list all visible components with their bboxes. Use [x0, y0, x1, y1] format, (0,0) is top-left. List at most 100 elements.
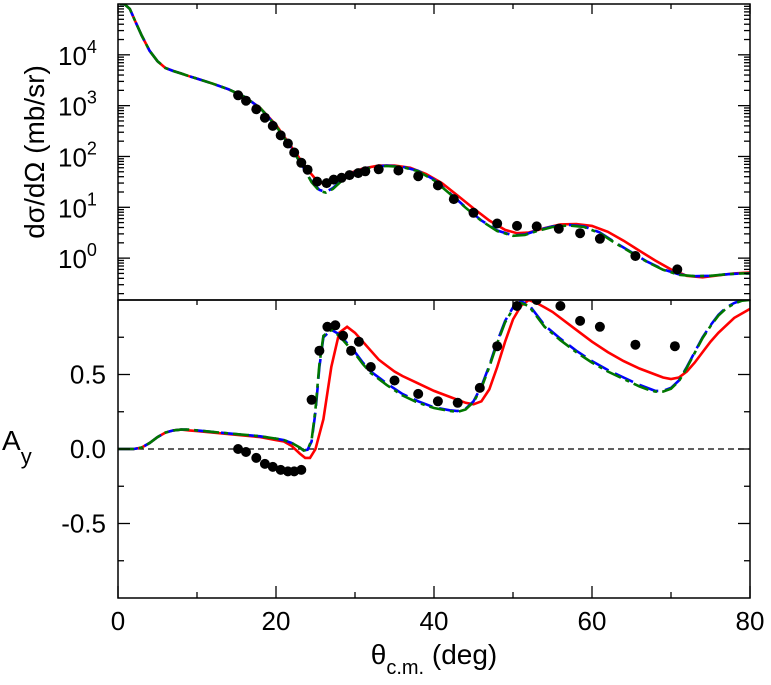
top-data-point — [594, 233, 605, 244]
bottom-y-tick-label: 0.0 — [70, 434, 106, 464]
bottom-data-point — [492, 341, 503, 352]
ay-main: A — [2, 425, 21, 456]
tick-exponent: 1 — [87, 189, 97, 209]
top-data-point — [289, 147, 300, 158]
bottom-data-point — [413, 388, 424, 399]
bottom-panel-ticks: 0.5 0.0 -0.5 0 20 40 60 80 — [61, 300, 764, 636]
top-data-point — [282, 138, 293, 149]
bottom-y-tick-label: -0.5 — [61, 509, 106, 539]
top-data-point — [328, 174, 339, 185]
tick-mantissa: 10 — [58, 41, 87, 71]
tick-mantissa: 10 — [58, 244, 87, 274]
bottom-data-point — [267, 461, 278, 472]
top-data-point — [393, 165, 404, 176]
bottom-data-point — [575, 315, 586, 326]
top-curve-2 — [119, 4, 750, 278]
bottom-curve-2 — [118, 300, 750, 452]
top-y-axis-label: dσ/dΩ (mb/sr) — [19, 65, 50, 239]
top-data-point — [251, 104, 262, 115]
top-data-point — [448, 194, 459, 205]
tick-exponent: 3 — [87, 88, 97, 108]
bottom-data-point — [306, 394, 317, 405]
top-data-point — [360, 166, 371, 177]
top-data-point — [259, 112, 270, 123]
top-data-point — [296, 157, 307, 168]
bottom-panel: 0.5 0.0 -0.5 0 20 40 60 80 Ay θc.m. (deg) — [2, 299, 764, 679]
bottom-data-point — [452, 397, 463, 408]
ay-subscript: y — [21, 444, 32, 469]
top-y-tick-label: 103 — [58, 88, 97, 122]
theta-units: (deg) — [424, 639, 497, 670]
tick-exponent: 4 — [87, 37, 97, 57]
bottom-data-point — [594, 321, 605, 332]
top-panel-frame — [117, 3, 751, 301]
top-data-point — [575, 228, 586, 239]
bottom-data-point — [389, 375, 400, 386]
bottom-data-point — [353, 336, 364, 347]
bottom-data-point — [330, 320, 341, 331]
top-data-point — [492, 218, 503, 229]
top-data-point — [336, 172, 347, 183]
top-data-point — [531, 221, 542, 232]
theta-subscript: c.m. — [386, 657, 424, 679]
x-tick-label: 0 — [111, 606, 125, 636]
bottom-curve-3 — [118, 300, 750, 452]
bottom-data-point — [241, 447, 251, 457]
top-panel-data — [119, 4, 750, 279]
tick-exponent: 0 — [87, 240, 97, 260]
tick-mantissa: 10 — [58, 142, 87, 172]
bottom-data-point — [555, 301, 566, 311]
bottom-panel-data — [118, 300, 750, 477]
x-tick-label: 20 — [262, 606, 291, 636]
bottom-data-point — [365, 362, 376, 372]
top-data-point — [432, 180, 443, 191]
top-y-tick-label: 101 — [58, 189, 97, 223]
top-data-point — [630, 251, 641, 261]
top-data-point — [413, 171, 424, 182]
top-data-point — [468, 207, 479, 218]
top-curve-3 — [119, 4, 750, 278]
top-data-point — [302, 164, 313, 175]
top-data-point — [553, 223, 564, 234]
x-axis-label: θc.m. (deg) — [371, 639, 498, 679]
top-data-point — [512, 220, 522, 231]
bottom-data-point — [296, 464, 307, 475]
bottom-data-point — [630, 339, 641, 350]
top-data-point — [312, 176, 323, 187]
top-y-tick-label: 100 — [58, 240, 97, 274]
bottom-curve-1 — [118, 300, 750, 460]
top-data-point — [267, 120, 278, 131]
top-data-point — [373, 164, 384, 175]
top-data-point — [672, 264, 683, 275]
bottom-data-point — [432, 396, 443, 407]
bottom-data-point — [259, 458, 270, 469]
top-curve-1 — [119, 4, 750, 279]
bottom-y-tick-label: 0.5 — [70, 360, 106, 390]
top-data-point — [344, 170, 355, 181]
bottom-data-point — [474, 382, 485, 393]
top-data-point — [233, 90, 244, 101]
bottom-data-point — [338, 330, 349, 341]
bottom-data-point — [512, 301, 522, 311]
bottom-data-point — [346, 345, 357, 356]
bottom-data-point — [251, 452, 262, 463]
top-data-point — [275, 130, 286, 141]
x-tick-label: 60 — [578, 606, 607, 636]
tick-mantissa: 10 — [58, 92, 87, 122]
theta-main: θ — [371, 639, 387, 670]
x-tick-label: 40 — [420, 606, 449, 636]
tick-exponent: 2 — [87, 138, 97, 158]
tick-mantissa: 10 — [58, 193, 87, 223]
bottom-data-point — [669, 341, 680, 352]
bottom-data-point — [233, 444, 244, 454]
bottom-data-point — [322, 321, 333, 332]
bottom-y-axis-label: Ay — [2, 425, 32, 469]
bottom-data-point — [531, 300, 542, 305]
x-tick-label: 80 — [736, 606, 765, 636]
top-data-point — [241, 95, 251, 106]
top-y-tick-label: 104 — [58, 37, 97, 71]
top-y-tick-label: 102 — [58, 138, 97, 172]
